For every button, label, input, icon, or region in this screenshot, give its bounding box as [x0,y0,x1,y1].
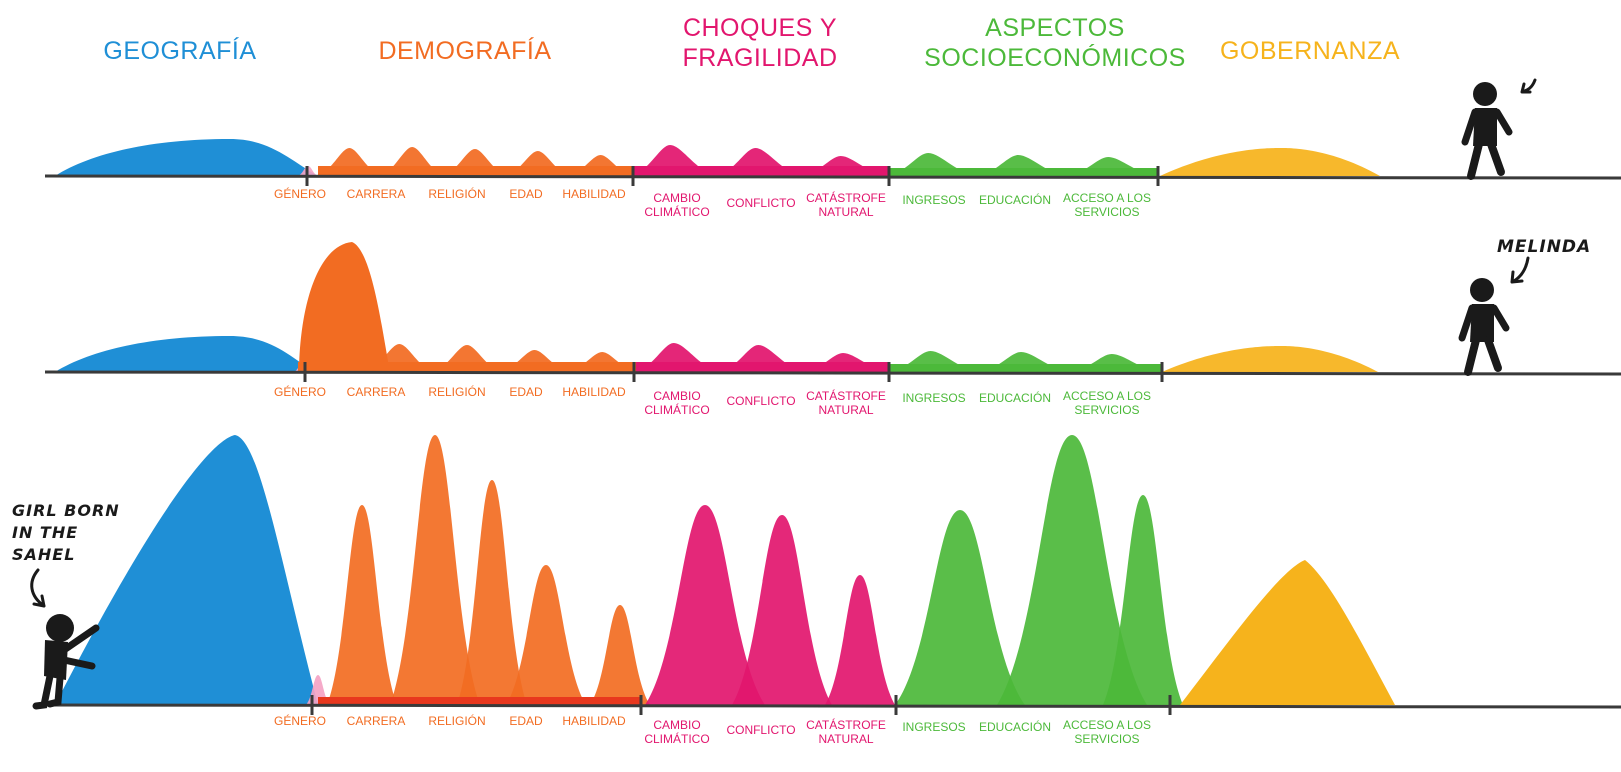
row-3-baseline [44,703,1621,709]
row-1-label-ingresos: INGRESOS [902,193,966,207]
row-3-label-cambio: CAMBIO CLIMÁTICO [644,718,710,746]
person-figure-melinda [1458,278,1510,376]
row-1-demografia-base [318,166,632,176]
row-1-label-educacion: EDUCACIÓN [978,193,1052,207]
row-3-socio-mound-2 [997,435,1147,705]
row-2-baseline [44,370,1621,376]
row-3-label-conflicto: CONFLICTO [726,723,796,737]
row-3-socio-mound-1 [895,510,1025,705]
row-3-label-carrera: CARRERA [346,714,406,728]
row-2-label-edad: EDAD [509,385,543,399]
arrow-icon-girl [30,568,46,608]
row-3-socio-mound-3 [1103,495,1183,705]
row-3-label-catastrofe: CATÁSTROFE NATURAL [806,718,886,746]
person-figure-girl [32,614,100,710]
row-3-demografia-mound-5 [590,605,650,705]
arrow-icon-1 [1520,78,1537,94]
row-1-label-edad: EDAD [509,187,543,201]
row-2-choques-base [636,362,890,372]
row-3-demografia-mound-3 [457,480,527,705]
row-3-label-religion: RELIGIÓN [428,714,486,728]
row-1-socio-base [888,168,1158,176]
row-2-label-religion: RELIGIÓN [428,385,486,399]
row-1-geografia-mound [55,139,318,176]
row-1-label-acceso: ACCESO A LOS SERVICIOS [1062,191,1152,219]
row-1-choques-base [632,166,888,176]
row-3-demografia-mound-4 [506,565,586,705]
row-2-label-ingresos: INGRESOS [902,391,966,405]
row-2-demografia-mound-1 [299,242,390,372]
arrow-icon-melinda [1510,256,1530,284]
row-2-socio-base [890,364,1162,372]
row-1-label-cambio: CAMBIO CLIMÁTICO [644,191,710,219]
row-1-label-catastrofe: CATÁSTROFE NATURAL [806,191,886,219]
row-3-label-acceso: ACCESO A LOS SERVICIOS [1062,718,1152,746]
row-3-demografia-mound-1 [327,505,397,705]
row-3-choques-mound-1 [645,505,765,705]
row-1-label-carrera: CARRERA [346,187,406,201]
row-3-demografia-base [318,697,640,705]
row-3-label-habilidad: HABILIDAD [562,714,626,728]
row-2-label-carrera: CARRERA [346,385,406,399]
row-3-label-ingresos: INGRESOS [902,720,966,734]
row-3-gobernanza-mound [1180,560,1395,705]
row-1-label-conflicto: CONFLICTO [726,196,796,210]
girl-label: GIRL BORN IN THE SAHEL [12,501,120,564]
row-2-label-educacion: EDUCACIÓN [978,391,1052,405]
row-3-choques-mound-2 [732,515,832,705]
category-gobernanza: GOBERNANZA [1219,37,1401,65]
row-3-choques-mound-3 [825,575,895,705]
row-3-label-educacion: EDUCACIÓN [978,720,1052,734]
row-1-gobernanza-mound [1160,148,1380,176]
row-2-geografia-mound [55,336,314,372]
row-2-gobernanza-mound [1162,346,1378,372]
category-socio: ASPECTOS SOCIOECONÓMICOS [924,14,1186,72]
category-demografia: DEMOGRAFÍA [378,37,552,65]
category-geografia: GEOGRAFÍA [103,37,257,65]
row-1-label-genero: GÉNERO [273,187,327,201]
row-3-demografia-mound-2 [390,435,480,705]
row-3-geografia-mound [55,435,318,705]
person-figure-1 [1461,82,1513,180]
melinda-label: MELINDA [1497,237,1592,257]
row-2-label-genero: GÉNERO [273,385,327,399]
row-3-label-edad: EDAD [509,714,543,728]
row-1-label-habilidad: HABILIDAD [562,187,626,201]
row-2-label-acceso: ACCESO A LOS SERVICIOS [1062,389,1152,417]
row-1-label-religion: RELIGIÓN [428,187,486,201]
row-2-label-habilidad: HABILIDAD [562,385,626,399]
category-choques: CHOQUES Y FRAGILIDAD [682,14,838,72]
row-2-label-catastrofe: CATÁSTROFE NATURAL [806,389,886,417]
row-2-label-cambio: CAMBIO CLIMÁTICO [644,389,710,417]
row-3-label-genero: GÉNERO [273,714,327,728]
row-2-label-conflicto: CONFLICTO [726,394,796,408]
row-2-demografia-base [298,362,636,372]
row-1-baseline [44,174,1621,180]
